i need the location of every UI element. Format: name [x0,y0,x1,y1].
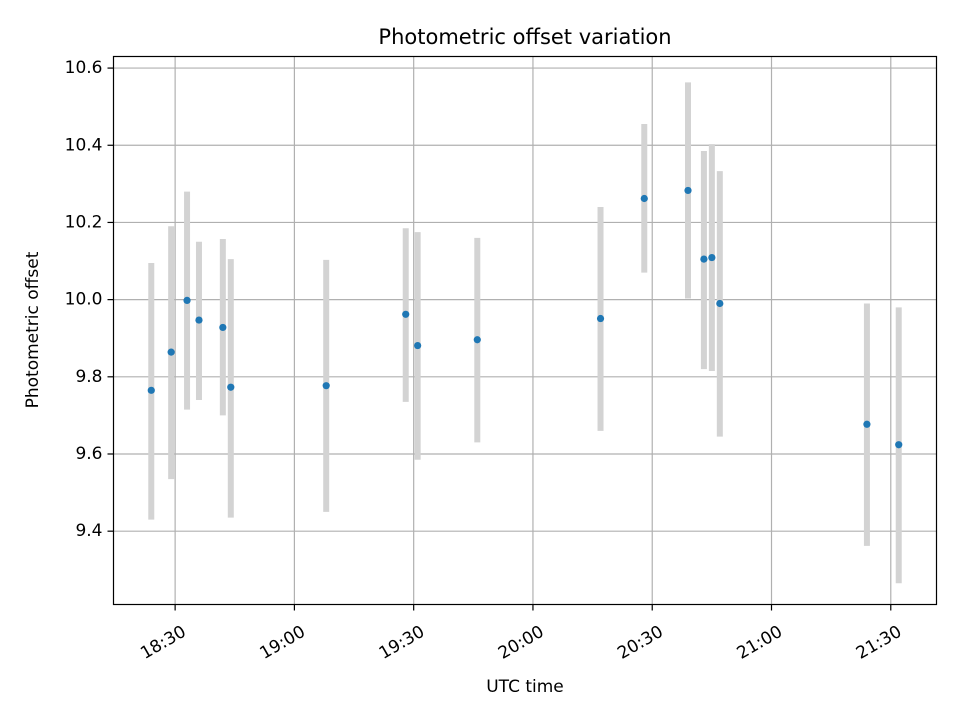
y-tick-label: 9.6 [75,444,102,464]
data-point [700,255,708,263]
x-axis-label: UTC time [486,677,564,697]
y-tick-label: 10.4 [65,135,103,155]
data-point [473,336,481,344]
data-point [227,383,235,391]
data-points [147,186,903,449]
data-point [708,253,716,262]
chart-title: Photometric offset variation [378,25,671,49]
y-tick-label: 9.4 [75,521,102,541]
data-point [716,299,724,308]
y-tick-label: 9.8 [75,367,102,387]
data-point [195,316,203,324]
grid [113,56,937,605]
data-point [684,186,692,195]
data-point [414,341,422,350]
y-axis-ticks: 9.4 9.6 9.8 10.0 10.2 10.4 10.6 [65,58,114,541]
data-point [640,194,648,203]
data-point [219,323,227,332]
data-point [322,382,330,390]
data-point [402,310,410,318]
data-point [183,296,191,304]
y-tick-label: 10.2 [65,212,103,232]
y-tick-label: 10.0 [65,290,103,310]
data-point [863,420,871,428]
y-axis-label: Photometric offset [23,251,43,408]
data-point [147,386,155,394]
data-point [596,314,605,323]
y-tick-label: 10.6 [65,58,103,78]
plot-frame [112,55,938,606]
data-point [167,348,175,356]
data-point [895,441,903,449]
